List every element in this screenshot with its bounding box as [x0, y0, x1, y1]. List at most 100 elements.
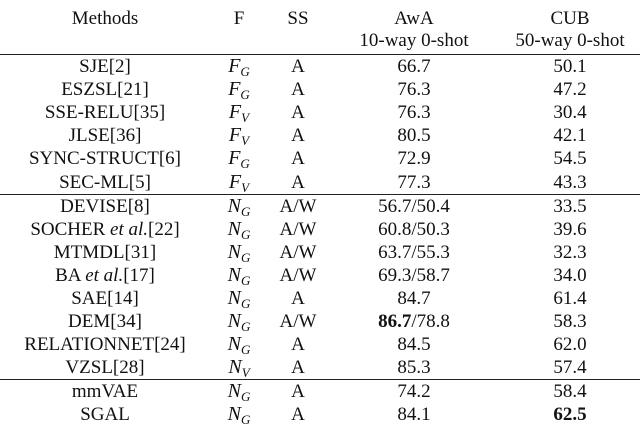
table-row: SGAL NG A 84.1 62.5	[0, 403, 640, 426]
awa-second-value: /78.8	[411, 311, 450, 333]
method-cell: VZSL[28]	[0, 356, 210, 380]
ss-cell: A/W	[279, 241, 317, 263]
method-name: SAE[14]	[71, 287, 139, 309]
header-empty-methods	[0, 30, 210, 55]
header-cub: CUB	[550, 8, 590, 29]
table-header: Methods F SS AwA CUB 10-way 0-shot 50-wa…	[0, 0, 640, 55]
method-cell: SJE[2]	[0, 55, 210, 79]
f-subscript: V	[241, 133, 250, 149]
f-symbol: NG	[227, 403, 251, 428]
f-base: N	[228, 356, 242, 379]
f-subscript: G	[240, 87, 250, 103]
ss-cell: A	[291, 404, 305, 426]
ss-cell: A	[291, 357, 305, 379]
awa-cell: 85.3	[397, 357, 431, 379]
method-name: MTMDL[31]	[53, 241, 157, 263]
table-row: DEM[34] NG A/W 86.7/78.8 58.3	[0, 310, 640, 333]
ss-cell: A/W	[279, 264, 317, 286]
awa-cell: 66.7	[397, 56, 431, 78]
table-row: SYNC-STRUCT[6] FG A 72.9 54.5	[0, 147, 640, 170]
f-base: N	[227, 403, 241, 426]
f-symbol: NG	[227, 217, 251, 241]
ss-cell: A	[291, 287, 305, 309]
awa-best-value: 86.7	[378, 311, 412, 333]
method-name: SJE[2]	[79, 56, 131, 78]
method-name: mmVAE	[71, 381, 139, 403]
method-ref: [22]	[148, 218, 180, 240]
f-base: F	[228, 147, 241, 170]
f-subscript: G	[240, 319, 251, 335]
awa-cell: 56.7/50.4	[328, 193, 500, 218]
method-cell: DEVISE[8]	[0, 193, 210, 218]
ss-cell: A	[291, 148, 305, 170]
f-base: F	[228, 170, 242, 193]
method-name: DEVISE[8]	[60, 195, 150, 217]
f-cell: NG	[210, 264, 268, 287]
f-subscript: G	[240, 64, 250, 80]
f-base: N	[227, 380, 241, 403]
cub-cell: 50.1	[553, 56, 587, 78]
table-row: VZSL[28] NV A 85.3 57.4	[0, 356, 640, 380]
method-cell: mmVAE	[0, 379, 210, 404]
f-subscript: V	[241, 365, 250, 381]
cub-cell: 54.5	[553, 148, 587, 170]
method-cell: SEC-ML[5]	[0, 170, 210, 194]
f-cell: NG	[210, 403, 268, 426]
method-etal: et al.	[110, 218, 149, 240]
cub-cell: 34.0	[553, 264, 587, 286]
cub-cell: 57.4	[553, 357, 587, 379]
f-symbol: NG	[228, 241, 251, 265]
awa-cell: 60.8/50.3	[378, 218, 450, 240]
awa-cell: 69.3/58.7	[378, 264, 450, 286]
f-base: N	[227, 217, 241, 240]
f-cell: FV	[210, 170, 268, 194]
f-symbol: NV	[228, 356, 250, 381]
f-subscript: G	[240, 295, 251, 311]
f-subscript: G	[240, 249, 251, 265]
f-symbol: FG	[228, 78, 250, 103]
awa-cell: 84.7	[397, 287, 431, 309]
f-symbol: FV	[229, 101, 250, 126]
f-base: N	[227, 310, 241, 333]
f-subscript: V	[241, 110, 250, 126]
f-symbol: NG	[228, 195, 251, 218]
cub-cell: 43.3	[553, 171, 587, 193]
awa-cell: 77.3	[397, 171, 431, 193]
cub-cell: 30.4	[553, 102, 587, 124]
ss-cell: A/W	[279, 218, 317, 240]
table-row: MTMDL[31] NG A/W 63.7/55.3 32.3	[0, 241, 640, 264]
f-cell: NG	[210, 218, 268, 241]
awa-cell: 72.9	[397, 148, 431, 170]
header-ss: SS	[287, 8, 309, 29]
awa-cell: 80.5	[397, 125, 431, 147]
table-row: BA et al.[17] NG A/W 69.3/58.7 34.0	[0, 264, 640, 287]
f-cell: NG	[210, 241, 268, 264]
f-symbol: NG	[227, 333, 251, 356]
f-base: F	[228, 124, 242, 147]
f-base: F	[228, 55, 241, 78]
cub-cell: 39.6	[553, 218, 587, 240]
method-etal: et al.	[85, 264, 124, 286]
f-symbol: FG	[228, 147, 250, 170]
method-cell: ESZSL[21]	[0, 78, 210, 101]
method-name: BA	[55, 264, 86, 286]
results-table: Methods F SS AwA CUB 10-way 0-shot 50-wa…	[0, 0, 640, 426]
f-cell: NG	[210, 379, 268, 404]
f-base: N	[227, 333, 241, 356]
ss-cell: A	[291, 79, 305, 101]
f-cell: NG	[210, 287, 268, 310]
f-cell: NG	[210, 333, 268, 356]
method-name: VZSL[28]	[65, 357, 145, 379]
awa-cell: 84.1	[397, 404, 431, 426]
method-cell: SGAL	[0, 403, 210, 426]
f-subscript: G	[240, 412, 251, 428]
cub-cell: 33.5	[500, 193, 640, 218]
awa-cell: 74.2	[328, 379, 500, 404]
ss-cell: A/W	[279, 311, 317, 333]
f-symbol: NG	[228, 287, 251, 311]
table-row: SAE[14] NG A 84.7 61.4	[0, 287, 640, 310]
ss-cell: A	[291, 125, 305, 147]
cub-cell: 42.1	[553, 125, 587, 147]
f-cell: FG	[210, 78, 268, 101]
method-name: SGAL	[80, 404, 130, 426]
